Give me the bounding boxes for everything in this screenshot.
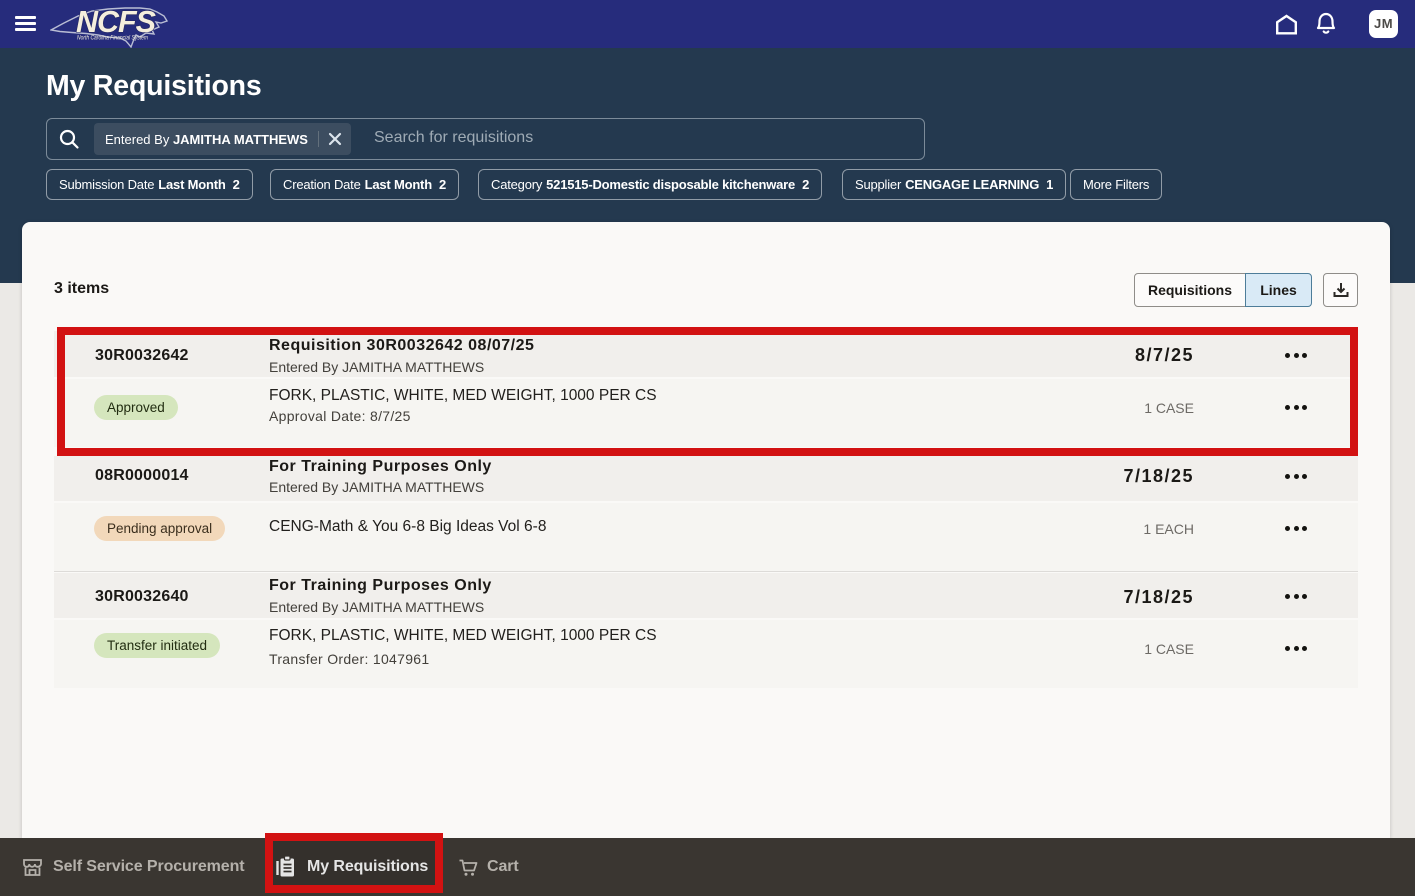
svg-text:North Carolina Financial Syste: North Carolina Financial System — [77, 35, 148, 42]
svg-text:NCFS: NCFS — [76, 5, 157, 39]
